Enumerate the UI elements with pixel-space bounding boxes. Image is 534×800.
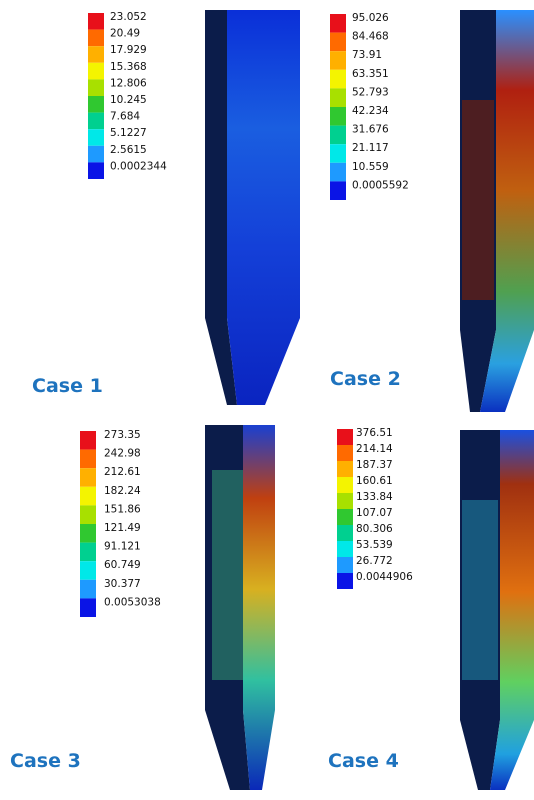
legend-swatch xyxy=(337,477,353,493)
legend-swatch xyxy=(80,487,96,506)
legend-swatch xyxy=(330,107,346,126)
legend-label: 63.351 xyxy=(352,68,389,80)
legend-label: 5.1227 xyxy=(110,127,147,139)
legend-swatch xyxy=(330,181,346,200)
legend-swatch xyxy=(330,33,346,52)
legend-label: 60.749 xyxy=(104,559,141,571)
legend-swatch xyxy=(80,561,96,580)
legend-label: 242.98 xyxy=(104,448,141,460)
legend-swatch xyxy=(80,505,96,524)
legend-swatch xyxy=(337,509,353,525)
legend-swatch xyxy=(330,88,346,107)
legend-label: 73.91 xyxy=(352,49,382,61)
legend-label: 10.559 xyxy=(352,161,389,173)
legend-label: 0.0053038 xyxy=(104,596,161,608)
legend-label: 214.14 xyxy=(356,443,393,455)
legend-label: 26.772 xyxy=(356,555,393,567)
legend-swatch xyxy=(88,113,104,130)
column-case-3 xyxy=(205,425,275,790)
legend-label: 151.86 xyxy=(104,503,141,515)
legend-label: 121.49 xyxy=(104,522,141,534)
legend-swatch xyxy=(330,144,346,163)
legend-swatch xyxy=(337,573,353,589)
legend-label: 212.61 xyxy=(104,466,141,478)
legend-label: 20.49 xyxy=(110,28,140,40)
legend-label: 0.0005592 xyxy=(352,179,409,191)
legend-swatch xyxy=(88,96,104,113)
legend-swatch xyxy=(330,51,346,70)
legend-label: 7.684 xyxy=(110,111,140,123)
legend-label: 182.24 xyxy=(104,485,141,497)
legend-swatch xyxy=(80,468,96,487)
legend-swatch xyxy=(337,461,353,477)
legend-swatch xyxy=(80,598,96,617)
legend-label: 84.468 xyxy=(352,31,389,43)
legend-label: 12.806 xyxy=(110,77,147,89)
case-label: Case 4 xyxy=(328,750,399,772)
legend-label: 23.052 xyxy=(110,11,147,23)
legend-swatch xyxy=(88,63,104,80)
figure: 23.052 20.49 17.929 15.368 12.806 10.245 7.684… xyxy=(0,0,534,800)
legend-label: 42.234 xyxy=(352,105,389,117)
legend-swatch xyxy=(80,524,96,543)
legend-swatch xyxy=(88,30,104,47)
legend-label: 21.117 xyxy=(352,142,389,154)
legend-label: 187.37 xyxy=(356,459,393,471)
legend-label: 95.026 xyxy=(352,12,389,24)
legend-swatch xyxy=(337,493,353,509)
legend-label: 17.929 xyxy=(110,44,147,56)
column-case-4 xyxy=(460,430,534,790)
legend-swatch xyxy=(88,146,104,163)
legend-swatch xyxy=(337,525,353,541)
legend-label: 133.84 xyxy=(356,491,393,503)
legend-label: 0.0044906 xyxy=(356,571,413,583)
legend-label: 52.793 xyxy=(352,86,389,98)
legend-label: 160.61 xyxy=(356,475,393,487)
legend-swatch xyxy=(88,162,104,179)
legend-swatch xyxy=(88,46,104,63)
legend-label: 273.35 xyxy=(104,429,141,441)
legend-swatch xyxy=(330,14,346,33)
legend-label: 2.5615 xyxy=(110,144,147,156)
legend-label: 107.07 xyxy=(356,507,393,519)
legend-swatch xyxy=(80,450,96,469)
case-label: Case 2 xyxy=(330,368,401,390)
column-case-1 xyxy=(205,10,300,405)
column-case-2 xyxy=(460,10,534,412)
legend-swatch xyxy=(80,431,96,450)
legend-swatch xyxy=(330,163,346,182)
legend-swatch xyxy=(88,129,104,146)
legend-label: 376.51 xyxy=(356,427,393,439)
legend-swatch xyxy=(337,541,353,557)
legend-swatch xyxy=(88,13,104,30)
legend-swatch xyxy=(337,429,353,445)
legend-label: 30.377 xyxy=(104,578,141,590)
legend-swatch xyxy=(330,126,346,145)
legend-swatch xyxy=(337,445,353,461)
legend-label: 53.539 xyxy=(356,539,393,551)
legend-swatch xyxy=(330,70,346,89)
legend-label: 10.245 xyxy=(110,94,147,106)
legend-swatch xyxy=(88,79,104,96)
case-label: Case 1 xyxy=(32,375,103,397)
legend-label: 80.306 xyxy=(356,523,393,535)
legend-label: 15.368 xyxy=(110,61,147,73)
legend-label: 91.121 xyxy=(104,541,141,553)
legend-label: 0.0002344 xyxy=(110,160,167,172)
legend-swatch xyxy=(80,580,96,599)
legend-label: 31.676 xyxy=(352,124,389,136)
legend-swatch xyxy=(337,557,353,573)
legend-swatch xyxy=(80,543,96,562)
case-label: Case 3 xyxy=(10,750,81,772)
